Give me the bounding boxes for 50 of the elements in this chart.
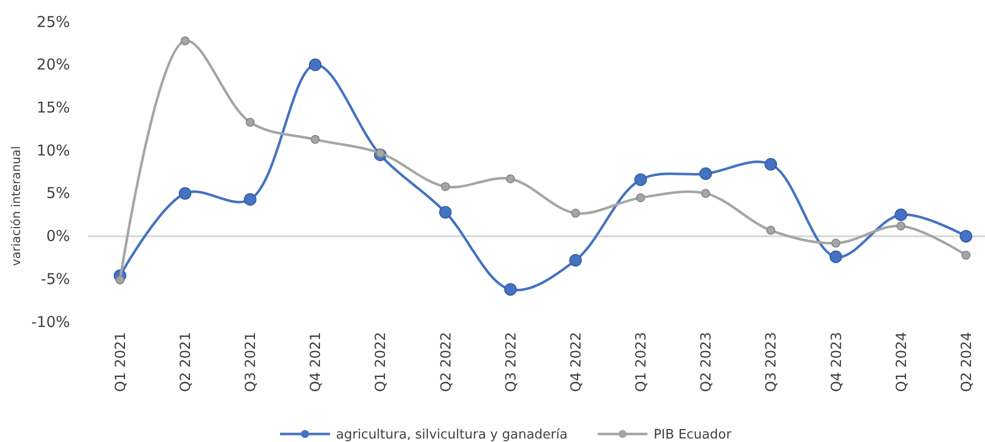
- point: [636, 193, 646, 202]
- y-axis-title: variación interanual: [9, 146, 23, 266]
- y-tick-label: 15%: [36, 98, 70, 117]
- point: [701, 188, 710, 198]
- x-tick-label: Q4 2021: [308, 332, 324, 392]
- point: [308, 58, 322, 72]
- point: [310, 134, 320, 144]
- point: [439, 206, 452, 219]
- point: [116, 276, 124, 284]
- point: [766, 226, 776, 235]
- point: [962, 250, 970, 260]
- x-tick-label: Q4 2023: [828, 332, 845, 392]
- x-tick-label: Q3 2023: [764, 332, 780, 392]
- point: [896, 222, 906, 230]
- point: [571, 208, 580, 218]
- point: [440, 182, 450, 192]
- x-tick-label: Q2 2022: [438, 332, 454, 392]
- x-tick-label: Q2 2024: [958, 332, 975, 392]
- point: [699, 167, 712, 180]
- x-tick-label: Q1 2023: [634, 332, 650, 392]
- legend-label: PIB Ecuador: [654, 428, 732, 442]
- x-tick-label: Q1 2022: [373, 332, 390, 392]
- legend-label: agricultura, silvicultura y ganadería: [336, 428, 568, 442]
- point: [830, 250, 842, 264]
- x-tick-label: Q2 2023: [698, 332, 715, 392]
- point: [960, 230, 972, 243]
- y-tick-label: 25%: [36, 12, 70, 31]
- y-tick-label: 20%: [36, 56, 70, 74]
- x-tick-label: Q2 2021: [178, 332, 194, 392]
- point: [569, 254, 582, 267]
- x-tick-label: Q3 2022: [503, 332, 520, 392]
- x-tick-label: Q1 2024: [894, 332, 910, 392]
- point: [180, 36, 190, 46]
- x-tick-label: Q4 2022: [568, 332, 584, 392]
- point: [764, 158, 778, 171]
- point: [831, 238, 840, 248]
- x-tick-label: Q1 2021: [112, 332, 129, 392]
- point: [894, 208, 908, 222]
- y-tick-label: -10%: [31, 312, 70, 331]
- point: [504, 283, 517, 296]
- y-tick-label: 0%: [46, 227, 70, 246]
- point: [506, 174, 515, 184]
- point: [634, 173, 647, 186]
- y-tick-label: 5%: [46, 184, 70, 202]
- point: [246, 118, 255, 127]
- point: [244, 193, 256, 206]
- point: [178, 187, 192, 200]
- x-tick-label: Q3 2021: [243, 332, 260, 392]
- y-tick-label: -5%: [40, 270, 70, 288]
- y-tick-label: 10%: [36, 141, 70, 160]
